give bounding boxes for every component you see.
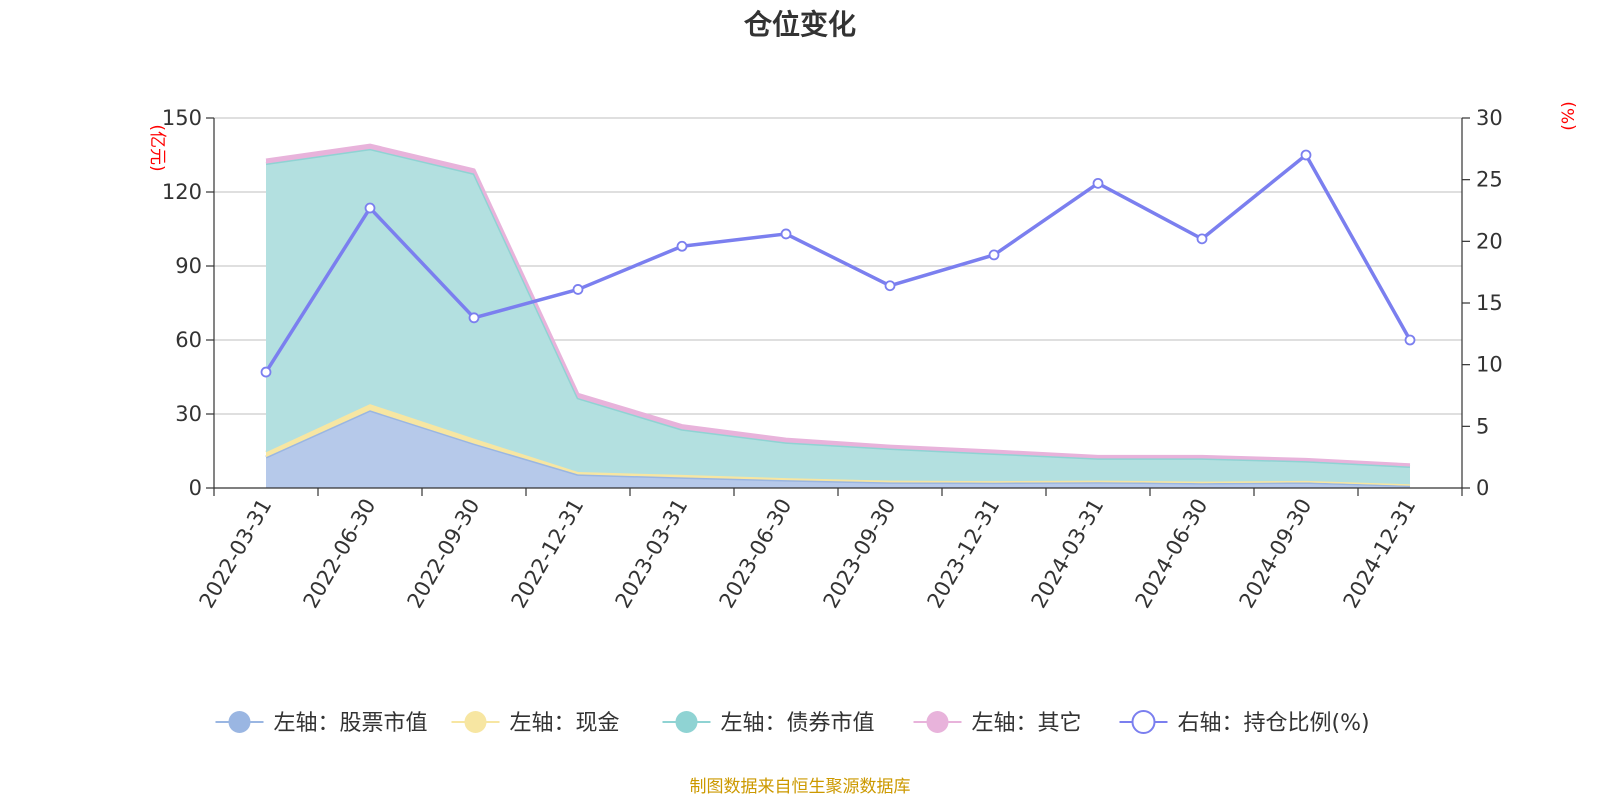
- x-tick-label: 2023-03-31: [611, 495, 693, 613]
- legend-swatch-marker: [1131, 710, 1156, 734]
- y-left-tick-label: 30: [175, 402, 202, 426]
- x-tick-label: 2022-06-30: [299, 495, 381, 613]
- legend-swatch-marker: [464, 711, 487, 733]
- y-left-axis-label: (亿元): [147, 124, 167, 171]
- y-left-tick-label: 150: [162, 106, 202, 130]
- x-tick-label: 2022-03-31: [195, 495, 277, 613]
- legend-swatch-marker: [228, 711, 251, 733]
- x-tick-label: 2024-09-30: [1235, 495, 1317, 613]
- y-right-tick-label: 10: [1476, 353, 1503, 377]
- legend-label: 左轴：其它: [972, 711, 1082, 736]
- area-series-0: [266, 410, 1410, 488]
- y-right-tick-label: 5: [1476, 414, 1489, 438]
- position-ratio-line: [264, 153, 1412, 374]
- x-tick-label: 2022-09-30: [403, 495, 485, 613]
- position-ratio-point[interactable]: [260, 366, 272, 378]
- position-ratio-point[interactable]: [1092, 177, 1104, 189]
- position-ratio-point[interactable]: [1300, 149, 1312, 161]
- y-left-tick-label: 120: [162, 180, 202, 204]
- y-left-tick-label: 90: [175, 254, 202, 278]
- area-series-edge-3: [265, 143, 1411, 467]
- position-ratio-point[interactable]: [988, 249, 1000, 261]
- y-right-tick-label: 30: [1476, 106, 1503, 130]
- source-note: 制图数据来自恒生聚源数据库: [690, 777, 911, 797]
- y-left-tick-label: 0: [189, 476, 202, 500]
- area-layer: [265, 143, 1411, 488]
- y-right-tick-label: 25: [1476, 168, 1503, 192]
- line-layer: [260, 149, 1416, 378]
- legend-item-1[interactable]: 左轴：现金: [451, 711, 620, 736]
- legend-swatch-marker: [926, 711, 949, 733]
- legend-label: 左轴：现金: [510, 711, 620, 736]
- position-ratio-point[interactable]: [676, 240, 688, 252]
- position-ratio-point[interactable]: [780, 228, 792, 240]
- position-ratio-point[interactable]: [364, 202, 376, 214]
- position-ratio-point[interactable]: [572, 284, 584, 295]
- legend-label: 左轴：股票市值: [274, 711, 428, 736]
- position-ratio-point[interactable]: [1404, 334, 1416, 346]
- y-right-axis-label: (%): [1559, 101, 1579, 130]
- legend-swatch-marker: [675, 711, 698, 733]
- legend: 左轴：股票市值 左轴：现金 左轴：债券市值 左轴：其它 右轴：持仓比例(%): [215, 710, 1370, 736]
- y-right-tick-label: 15: [1476, 291, 1503, 315]
- position-ratio-point[interactable]: [884, 280, 896, 292]
- legend-item-2[interactable]: 左轴：债券市值: [662, 711, 875, 736]
- y-right-tick-label: 20: [1476, 229, 1503, 253]
- x-tick-label: 2023-06-30: [715, 495, 797, 613]
- x-tick-label: 2024-12-31: [1339, 495, 1421, 613]
- legend-item-0[interactable]: 左轴：股票市值: [215, 711, 428, 736]
- x-tick-label: 2023-09-30: [819, 495, 901, 613]
- x-tick-label: 2024-06-30: [1131, 495, 1213, 613]
- area-series-2: [266, 148, 1410, 485]
- y-left-tick-label: 60: [175, 328, 202, 352]
- x-tick-label: 2024-03-31: [1027, 495, 1109, 613]
- legend-item-3[interactable]: 左轴：其它: [913, 711, 1082, 736]
- legend-item-4[interactable]: 右轴：持仓比例(%): [1119, 710, 1370, 736]
- chart-title: 仓位变化: [744, 8, 856, 41]
- position-ratio-point[interactable]: [1196, 233, 1208, 245]
- legend-label: 左轴：债券市值: [721, 711, 875, 736]
- legend-label: 右轴：持仓比例(%): [1178, 711, 1370, 736]
- y-right-tick-label: 0: [1476, 476, 1489, 500]
- x-tick-label: 2022-12-31: [507, 495, 589, 613]
- position-ratio-point[interactable]: [468, 312, 480, 324]
- x-tick-label: 2023-12-31: [923, 495, 1005, 613]
